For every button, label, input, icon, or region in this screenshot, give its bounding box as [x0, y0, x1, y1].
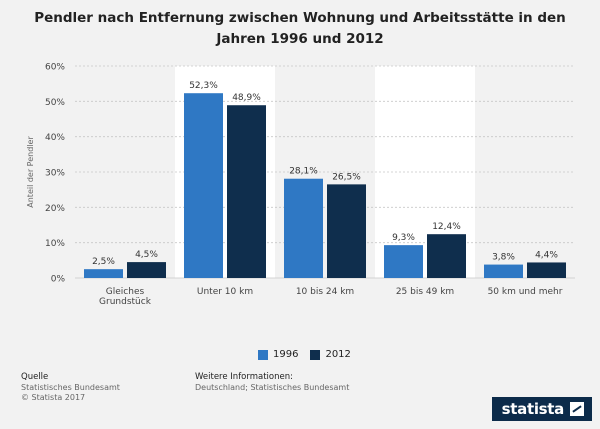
data-label-2012: 12,4% [432, 222, 461, 232]
info-block: Weitere Informationen: Deutschland; Stat… [195, 372, 349, 393]
bar-1996 [184, 93, 223, 278]
bar-1996 [284, 178, 323, 278]
statista-logo[interactable]: statista [491, 397, 592, 421]
legend-label-1996: 1996 [273, 349, 299, 360]
legend-item-1996[interactable]: 1996 [258, 349, 298, 360]
data-label-1996: 9,3% [392, 233, 415, 243]
data-label-1996: 2,5% [92, 257, 115, 267]
source-line-1: Statistisches Bundesamt [21, 382, 120, 392]
y-tick-label: 30% [45, 169, 65, 179]
bar-1996 [384, 245, 423, 278]
y-tick-label: 10% [45, 239, 65, 249]
x-tick-label: 10 bis 24 km [296, 287, 354, 297]
legend-swatch-2012 [310, 349, 321, 360]
legend: 1996 2012 [258, 349, 351, 360]
legend-label-2012: 2012 [325, 349, 351, 360]
legend-item-2012[interactable]: 2012 [310, 349, 351, 360]
info-heading[interactable]: Weitere Informationen: [195, 372, 293, 382]
x-tick-label: Grundstück [99, 297, 152, 307]
bar-1996 [84, 269, 123, 278]
y-tick-label: 40% [45, 133, 65, 143]
source-line-2: © Statista 2017 [21, 393, 86, 402]
y-axis-label: Anteil der Pendler [26, 136, 35, 208]
info-line-1: Deutschland; Statistisches Bundesamt [195, 382, 350, 392]
y-tick-label: 0% [51, 275, 66, 285]
source-heading: Quelle [21, 372, 49, 382]
x-tick-label: 25 bis 49 km [396, 287, 454, 297]
x-tick-label: Gleiches [106, 287, 145, 297]
bar-2012 [427, 234, 466, 278]
data-label-1996: 52,3% [189, 81, 218, 91]
y-tick-label: 50% [45, 98, 65, 108]
chart-title-line-1: Pendler nach Entfernung zwischen Wohnung… [34, 10, 566, 26]
x-tick-label: 50 km und mehr [488, 287, 563, 297]
bar-1996 [484, 264, 523, 278]
bar-2012 [527, 262, 566, 278]
bar-2012 [227, 105, 266, 278]
bar-2012 [127, 262, 166, 278]
data-label-1996: 28,1% [289, 167, 318, 177]
y-tick-label: 60% [45, 63, 65, 73]
chart-title-line-2: Jahren 1996 und 2012 [216, 31, 384, 47]
data-label-1996: 3,8% [492, 253, 515, 263]
source-block: Quelle Statistisches Bundesamt © Statist… [21, 372, 120, 404]
statista-logo-icon [570, 402, 584, 416]
data-label-2012: 4,5% [135, 250, 158, 260]
bar-2012 [327, 184, 366, 278]
x-tick-label: Unter 10 km [197, 287, 253, 297]
y-tick-label: 20% [45, 204, 65, 214]
data-label-2012: 48,9% [232, 93, 261, 103]
bar-chart: 0% 10% 20% 30% 40% 50% 60% Anteil der Pendler 2,… [26, 63, 575, 307]
statista-logo-text: statista [501, 400, 565, 418]
data-label-2012: 26,5% [332, 172, 361, 182]
legend-swatch-1996 [258, 349, 268, 360]
data-label-2012: 4,4% [535, 250, 558, 260]
chart-title: Pendler nach Entfernung zwischen Wohnung… [0, 8, 600, 50]
